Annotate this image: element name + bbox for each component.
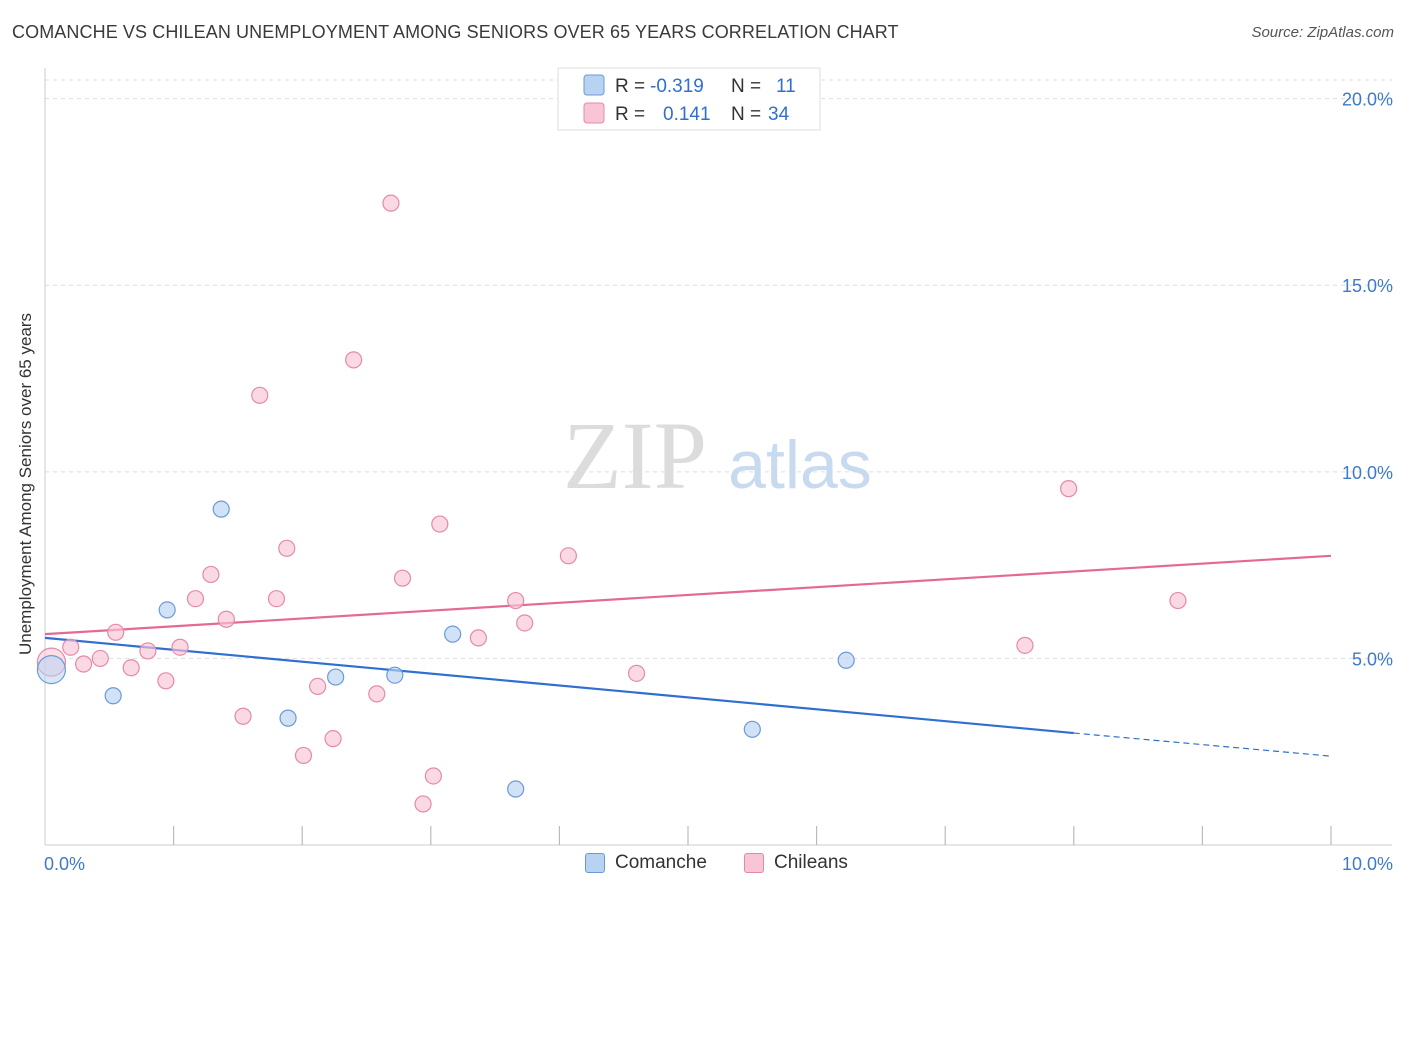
point-chileans-22 (393, 569, 412, 587)
legend-swatch-comanche (583, 74, 605, 96)
point-chileans-17 (309, 677, 327, 696)
point-chileans-18 (324, 730, 342, 748)
legend-r-value-comanche: -0.319 (650, 76, 704, 97)
point-chileans-26 (469, 629, 487, 647)
point-chileans-27 (507, 591, 525, 610)
point-chileans-9 (186, 590, 205, 608)
y-tick-label-3: 20.0% (1342, 90, 1393, 110)
tick-labels: 5.0% 10.0% 15.0% 20.0% 0.0% 10.0% (44, 90, 1393, 874)
point-chileans-13 (251, 386, 269, 404)
trend-lines (44, 554, 1332, 757)
point-chileans-23 (414, 795, 432, 813)
point-comanche-3 (212, 500, 230, 518)
bottom-legend-label-comanche: Comanche (615, 852, 707, 873)
point-chileans-24 (424, 767, 442, 785)
legend-r-value-chileans: 0.141 (663, 104, 711, 125)
point-chileans-10 (202, 565, 220, 584)
point-comanche-8 (507, 780, 525, 798)
point-comanche-4 (279, 709, 297, 727)
point-chileans-31 (1016, 636, 1034, 654)
legend-n-value-chileans: 34 (768, 104, 790, 125)
legend-n-label-comanche: N = (731, 76, 761, 97)
point-chileans-21 (382, 194, 400, 212)
trend-line-comanche-extension (1073, 732, 1332, 757)
legend-swatch-chileans (583, 102, 605, 124)
watermark-zip: ZIP (563, 402, 707, 509)
watermark-atlas: atlas (728, 427, 872, 503)
point-chileans-30 (627, 664, 646, 682)
point-chileans-15 (278, 539, 296, 557)
point-chileans-29 (559, 547, 578, 565)
point-chileans-33 (1169, 591, 1187, 610)
bottom-legend-swatch-chileans (744, 853, 764, 873)
legend-n-value-comanche: 11 (776, 76, 796, 97)
point-comanche-1 (104, 687, 122, 705)
point-chileans-19 (345, 351, 363, 369)
legend-r-label-comanche: R = (615, 76, 645, 97)
gridlines (45, 79, 1392, 659)
point-chileans-25 (431, 515, 449, 533)
point-chileans-32 (1060, 480, 1078, 498)
point-chileans-8 (171, 638, 189, 656)
point-chileans-14 (267, 590, 286, 608)
point-comanche-5 (327, 668, 345, 686)
point-chileans-20 (368, 685, 386, 703)
chart-title: COMANCHE VS CHILEAN UNEMPLOYMENT AMONG S… (12, 22, 899, 42)
bottom-legend: Comanche Chileans (0, 852, 1406, 878)
point-comanche-6 (386, 666, 404, 684)
scatter-chart: ZIP atlas 5.0% 10.0% 15.0% 20.0% 0.0% 10.0% R… (36, 67, 1393, 874)
bottom-legend-item-chileans: Chileans (744, 852, 848, 874)
source-label: Source: ZipAtlas.com (1251, 24, 1394, 41)
stats-legend: R = -0.319 N = 11 R = 0.141 N = 34 (557, 67, 821, 131)
point-chileans-16 (294, 746, 313, 765)
point-chileans-5 (122, 659, 140, 677)
legend-r-label-chileans: R = (615, 104, 645, 125)
point-chileans-11 (217, 610, 235, 628)
point-chileans-6 (139, 642, 157, 660)
data-points (36, 194, 1187, 813)
y-tick-label-2: 15.0% (1342, 276, 1393, 296)
watermark: ZIP atlas (563, 402, 872, 509)
point-comanche-9 (743, 720, 761, 738)
axes (44, 68, 1392, 846)
point-chileans-1 (62, 638, 80, 656)
x-tick-label-1: 10.0% (1342, 854, 1393, 874)
bottom-legend-swatch-comanche (585, 853, 605, 873)
trend-line-chileans (44, 554, 1332, 636)
trend-line-comanche (44, 636, 1074, 735)
point-comanche-7 (444, 625, 462, 643)
x-tick-label-0: 0.0% (44, 854, 85, 874)
point-comanche-10 (837, 651, 855, 669)
point-chileans-2 (74, 655, 93, 673)
bottom-legend-label-chileans: Chileans (774, 852, 848, 873)
point-comanche-0 (36, 655, 67, 685)
y-tick-label-0: 5.0% (1352, 649, 1393, 669)
point-chileans-12 (234, 707, 252, 725)
point-chileans-28 (516, 614, 534, 632)
point-chileans-3 (91, 649, 109, 668)
y-tick-label-1: 10.0% (1342, 463, 1393, 483)
point-comanche-2 (158, 601, 176, 619)
point-chileans-7 (157, 672, 175, 690)
bottom-legend-item-comanche: Comanche (585, 852, 707, 874)
point-chileans-4 (107, 623, 125, 641)
legend-n-label-chileans: N = (731, 104, 761, 125)
